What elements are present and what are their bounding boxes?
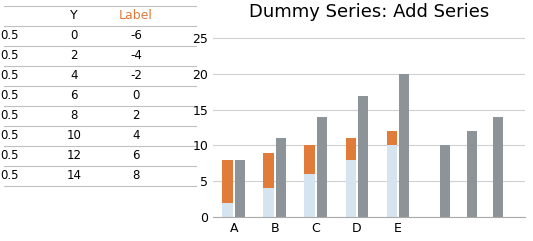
Text: Y: Y: [70, 9, 78, 22]
Bar: [263, 153, 274, 188]
Text: 4: 4: [70, 69, 78, 82]
Bar: [263, 188, 274, 217]
Text: 0: 0: [132, 89, 140, 102]
Bar: [345, 138, 356, 160]
Bar: [399, 74, 409, 217]
Bar: [358, 95, 368, 217]
Bar: [386, 146, 397, 217]
Text: 8: 8: [132, 169, 140, 182]
Text: -2: -2: [130, 69, 142, 82]
Text: 0.5: 0.5: [1, 169, 19, 182]
Title: Dummy Series: Add Series: Dummy Series: Add Series: [249, 3, 489, 21]
Bar: [386, 131, 397, 146]
Bar: [304, 146, 315, 174]
Text: 0.5: 0.5: [1, 89, 19, 102]
Text: 4: 4: [132, 129, 140, 142]
Text: 0.5: 0.5: [1, 149, 19, 162]
Bar: [345, 160, 356, 217]
Text: Label: Label: [119, 9, 153, 22]
Text: 6: 6: [70, 89, 78, 102]
Text: -4: -4: [130, 49, 142, 62]
Text: 2: 2: [70, 49, 78, 62]
Text: 8: 8: [70, 109, 78, 122]
Text: 2: 2: [132, 109, 140, 122]
Bar: [222, 160, 233, 203]
Bar: [466, 131, 477, 217]
Text: 0.5: 0.5: [1, 49, 19, 62]
Text: 0.5: 0.5: [1, 129, 19, 142]
Text: 0.5: 0.5: [1, 29, 19, 42]
Text: 0.5: 0.5: [1, 69, 19, 82]
Text: 10: 10: [67, 129, 82, 142]
Text: 0.5: 0.5: [1, 109, 19, 122]
Bar: [493, 117, 504, 217]
Text: 12: 12: [67, 149, 82, 162]
Text: 6: 6: [132, 149, 140, 162]
Bar: [317, 117, 327, 217]
Text: 14: 14: [67, 169, 82, 182]
Bar: [222, 203, 233, 217]
Bar: [440, 146, 450, 217]
Bar: [304, 174, 315, 217]
Text: -6: -6: [130, 29, 142, 42]
Bar: [276, 138, 286, 217]
Bar: [235, 160, 245, 217]
Text: 0: 0: [70, 29, 78, 42]
